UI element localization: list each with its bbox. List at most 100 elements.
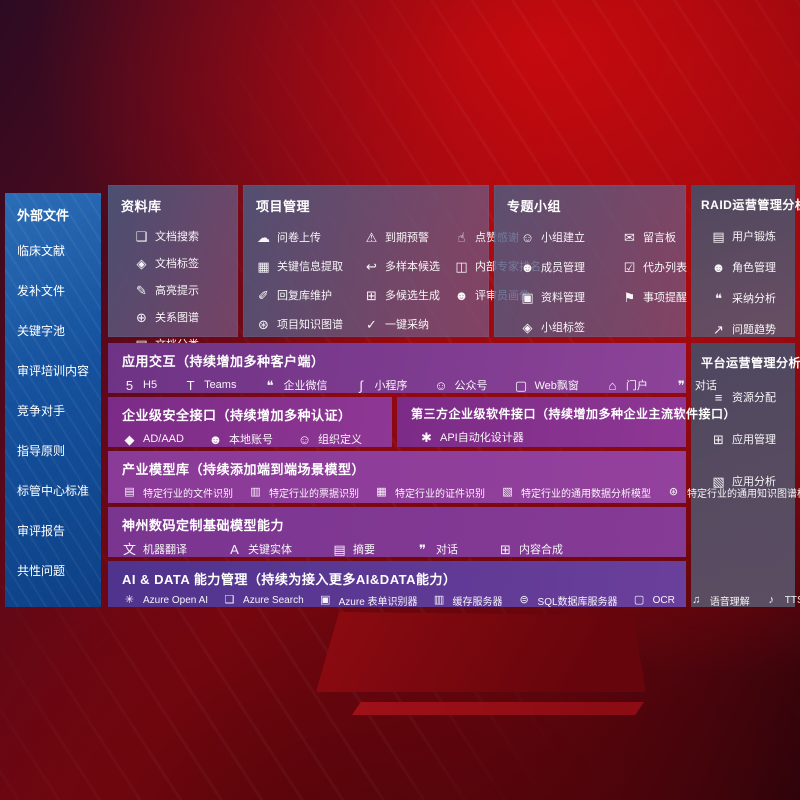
feature-item[interactable]: ✐ 回复库维护 xyxy=(256,287,360,303)
resource-allocation-icon: ≡ xyxy=(714,389,723,405)
feature-item[interactable]: ☻ 成员管理 xyxy=(520,259,618,275)
feature-item[interactable]: ♫ 语音理解 xyxy=(689,593,750,609)
feature-item[interactable]: ▦ 关键信息提取 xyxy=(256,258,360,274)
feature-item[interactable]: ✱ API自动化设计器 xyxy=(419,429,524,445)
feature-item[interactable]: ☻ 本地账号 xyxy=(208,431,273,447)
feature-item[interactable]: ❑ Azure Search xyxy=(222,595,304,607)
feature-item[interactable]: ❝ 企业微信 xyxy=(262,377,327,393)
feature-label: H5 xyxy=(143,379,158,391)
feature-label: 一键采纳 xyxy=(385,319,429,331)
message-board-icon: ✉ xyxy=(624,229,635,245)
feature-item[interactable]: ▥ 特定行业的票据识别 xyxy=(248,485,359,501)
feature-item[interactable]: ▤ 用户锻炼 xyxy=(711,228,795,244)
feature-label: 门户 xyxy=(625,380,648,392)
feature-item[interactable]: ⚑ 事项提醒 xyxy=(622,289,687,305)
feature-item[interactable]: ☺ 小组建立 xyxy=(520,229,618,245)
feature-item[interactable]: ⌂ 门户 xyxy=(605,377,648,393)
feature-item[interactable]: ☑ 代办列表 xyxy=(622,259,687,275)
feature-label: Azure 表单识别器 xyxy=(338,597,418,608)
feature-item[interactable]: ▧ 应用分析 xyxy=(711,473,795,489)
feature-item[interactable]: ✉ 留言板 xyxy=(622,229,687,245)
feature-item[interactable]: ❝ 采纳分析 xyxy=(711,290,795,306)
speech-understanding-icon: ♫ xyxy=(692,594,701,606)
feature-label: 回复库维护 xyxy=(277,290,332,302)
sidebar-item[interactable]: 标管中心标准 xyxy=(17,484,90,499)
sidebar-item[interactable]: 临床文献 xyxy=(17,243,66,258)
feature-item[interactable]: ❞ 对话 xyxy=(674,377,717,393)
feature-item[interactable]: ▧ 特定行业的通用数据分析模型 xyxy=(500,485,651,501)
feature-label: 企业微信 xyxy=(283,380,328,392)
feature-item[interactable]: ⊜ SQL数据库服务器 xyxy=(517,593,617,609)
library-items: ❑文档搜索◈文档标签✎高亮提示⊕关系图谱▤文档分类 xyxy=(108,215,238,352)
feature-item[interactable]: ▢ Web飘窗 xyxy=(513,377,579,393)
feature-item[interactable]: 文机器翻译 xyxy=(122,541,187,557)
feature-item[interactable]: A 关键实体 xyxy=(227,541,292,557)
feature-item[interactable]: ◈ 文档标签 xyxy=(134,255,238,271)
feature-item[interactable]: ▦ 特定行业的证件识别 xyxy=(374,485,485,501)
feature-item[interactable]: ✓ 一键采纳 xyxy=(364,316,450,332)
topic-group-panel: 专题小组 ☺ 小组建立 ✉ 留言板 ☻ 成员管理 ☑ 代办列表 ▣ 资料管理 ⚑ 事项提醒 ◈ 小组标签 xyxy=(494,185,687,337)
feature-item[interactable]: ☻ 角色管理 xyxy=(711,259,795,275)
adoption-analysis-icon: ❝ xyxy=(715,290,722,306)
band-title: AI & DATA 能力管理（持续为接入更多AI&DATA能力） xyxy=(122,572,457,587)
feature-label: 问卷上传 xyxy=(277,232,321,244)
feature-label: 高亮提示 xyxy=(155,285,199,297)
feature-item[interactable]: ☁ 问卷上传 xyxy=(256,229,360,245)
feature-item[interactable]: ⊛ 项目知识图谱 xyxy=(256,316,360,332)
sidebar-item[interactable]: 发补文件 xyxy=(17,283,66,298)
openai-icon: ✳ xyxy=(124,594,135,606)
raid-items: ▤ 用户锻炼 ☻ 角色管理 ❝ 采纳分析 ↗ 问题趋势 xyxy=(691,213,795,337)
feature-item[interactable]: ▤ 特定行业的文件识别 xyxy=(122,485,233,501)
doc-search-icon: ❑ xyxy=(135,228,148,244)
feature-item[interactable]: ♪ TTS xyxy=(764,595,800,607)
feature-label: 小组建立 xyxy=(541,232,585,244)
feature-item[interactable]: ↗ 问题趋势 xyxy=(711,321,795,337)
feature-item[interactable]: ⊛ 特定行业的通用知识图谱模型 xyxy=(666,485,800,501)
web-popup-icon: ▢ xyxy=(514,377,528,393)
feature-item[interactable]: ✎ 高亮提示 xyxy=(134,282,238,298)
feature-item[interactable]: 5 H5 xyxy=(122,379,157,392)
feature-label: 机器翻译 xyxy=(143,544,187,556)
feature-item[interactable]: ❑ 文档搜索 xyxy=(134,228,238,244)
feature-item[interactable]: ⊕ 关系图谱 xyxy=(134,309,238,325)
panel-title: RAID运营管理分析 xyxy=(701,198,800,212)
feature-item[interactable]: ⚠ 到期预警 xyxy=(364,229,450,245)
feature-item[interactable]: T Teams xyxy=(183,379,237,392)
feature-item[interactable]: ∫ 小程序 xyxy=(353,377,407,393)
feature-item[interactable]: ☺ 组织定义 xyxy=(297,431,362,447)
user-card-icon: ▤ xyxy=(712,228,725,244)
expert-ranking-icon: ◫ xyxy=(455,258,468,274)
thirdparty-items: ✱ API自动化设计器 xyxy=(397,422,686,445)
sidebar-item[interactable]: 指导原则 xyxy=(17,444,66,459)
feature-item[interactable]: ✳ Azure Open AI xyxy=(122,594,208,607)
industry-model-items: ▤ 特定行业的文件识别 ▥ 特定行业的票据识别 ▦ 特定行业的证件识别 ▧ 特定行业的通用数据… xyxy=(108,478,800,501)
feature-item[interactable]: ▣ 资料管理 xyxy=(520,289,618,305)
sidebar-item[interactable]: 共性问题 xyxy=(17,564,66,579)
feature-item[interactable]: ⊞ 内容合成 xyxy=(498,541,563,557)
feature-item[interactable]: ☺ 公众号 xyxy=(433,377,487,393)
feature-item[interactable]: ≡ 资源分配 xyxy=(711,389,795,405)
reviewer-profile-icon: ☻ xyxy=(454,287,469,303)
feature-label: 代办列表 xyxy=(643,262,687,274)
feature-item[interactable]: ↩ 多样本候选 xyxy=(364,258,450,274)
sidebar-item[interactable]: 关键字池 xyxy=(17,323,66,338)
sidebar-item[interactable]: 审评报告 xyxy=(17,524,66,539)
feature-item[interactable]: ⊞ 应用管理 xyxy=(711,431,795,447)
app-manage-icon: ⊞ xyxy=(713,431,724,447)
feature-label: 特定行业的证件识别 xyxy=(395,489,485,500)
feature-item[interactable]: ▤ 摘要 xyxy=(332,541,375,557)
feature-item[interactable]: ◈ 小组标签 xyxy=(520,319,618,335)
portal-icon: ⌂ xyxy=(608,377,617,393)
feature-item[interactable]: ▥ 缓存服务器 xyxy=(432,593,503,609)
base-model-items: 文机器翻译 A 关键实体 ▤ 摘要 ❞ 对话 ⊞ 内容合成 xyxy=(108,534,686,557)
sidebar-item[interactable]: 竞争对手 xyxy=(17,403,66,418)
feature-item[interactable]: ❞ 对话 xyxy=(415,541,458,557)
panel-title: 外部文件 xyxy=(17,208,70,223)
sidebar-item[interactable]: 审评培训内容 xyxy=(17,363,90,378)
feature-label: 文档标签 xyxy=(155,258,199,270)
feature-item[interactable]: ▣ Azure 表单识别器 xyxy=(318,593,418,609)
feature-item[interactable]: ▢ OCR xyxy=(632,595,675,607)
miniprogram-icon: ∫ xyxy=(359,377,363,393)
feature-item[interactable]: ⊞ 多候选生成 xyxy=(364,287,450,303)
feature-item[interactable]: ◆ AD/AAD xyxy=(122,433,184,446)
